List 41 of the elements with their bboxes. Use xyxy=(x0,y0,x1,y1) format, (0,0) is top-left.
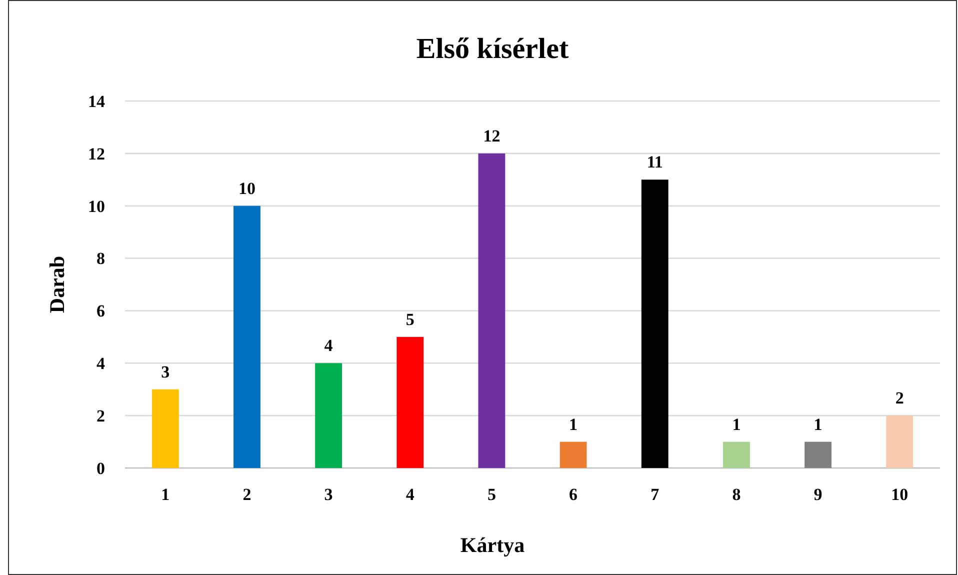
y-tick-label: 6 xyxy=(96,302,105,321)
bar xyxy=(560,442,587,468)
y-tick-label: 12 xyxy=(88,144,105,164)
data-label: 1 xyxy=(732,414,741,434)
x-tick-label: 5 xyxy=(487,485,496,504)
x-tick-label: 4 xyxy=(406,485,415,504)
x-tick-label: 7 xyxy=(650,485,660,504)
data-label: 5 xyxy=(406,310,414,329)
data-label: 12 xyxy=(483,126,500,146)
bar xyxy=(152,389,179,468)
bar xyxy=(722,442,750,468)
chart-title: Első kísérlet xyxy=(416,33,569,65)
x-tick-label: 6 xyxy=(569,485,578,504)
x-tick-label: 2 xyxy=(242,485,252,504)
data-label: 11 xyxy=(646,152,663,172)
bar xyxy=(804,442,832,468)
x-tick-label: 9 xyxy=(814,485,822,504)
y-tick-label: 0 xyxy=(96,458,105,478)
bar xyxy=(315,363,342,468)
y-tick-label: 14 xyxy=(88,92,106,111)
data-label: 3 xyxy=(161,362,170,382)
data-label: 10 xyxy=(238,178,256,198)
data-label: 1 xyxy=(814,414,822,434)
bar xyxy=(886,416,914,468)
x-axis-title: Kártya xyxy=(460,533,526,557)
y-tick-label: 2 xyxy=(96,406,105,426)
x-tick-label: 10 xyxy=(891,485,908,504)
x-tick-label: 8 xyxy=(732,485,741,504)
y-tick-label: 4 xyxy=(96,354,106,374)
data-label: 4 xyxy=(324,336,334,356)
x-tick-label: 1 xyxy=(161,485,170,504)
bar xyxy=(478,153,506,468)
y-axis-title: Darab xyxy=(45,256,69,314)
data-label: 2 xyxy=(895,388,904,408)
y-tick-label: 8 xyxy=(96,249,105,268)
data-label: 1 xyxy=(569,414,578,434)
x-tick-label: 3 xyxy=(324,485,333,504)
bar xyxy=(234,206,260,468)
bar xyxy=(396,336,424,468)
bar xyxy=(641,180,668,468)
y-tick-label: 10 xyxy=(88,196,105,216)
